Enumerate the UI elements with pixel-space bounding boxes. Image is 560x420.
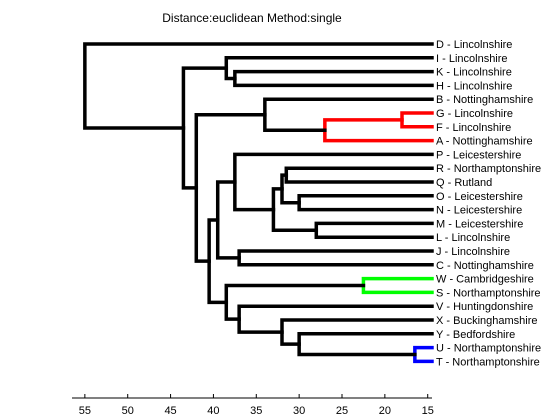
x-tick-label: 50: [122, 405, 134, 417]
leaf-labels: D - Lincolnshire I - Lincolnshire K - Linc…: [436, 39, 541, 368]
leaf-label: B - Nottinghamshire: [436, 94, 533, 106]
leaf-label: J - Lincolnshire: [436, 246, 510, 258]
leaf-label: I - Lincolnshire: [436, 53, 508, 65]
x-tick-label: 20: [379, 405, 391, 417]
dendrogram-link-m8: [284, 166, 434, 184]
leaf-label: H - Lincolnshire: [436, 80, 512, 92]
dendrogram-link-m22: [181, 66, 229, 190]
dendrogram-link-m23: [83, 42, 434, 130]
leaf-label: P - Leicestershire: [436, 149, 521, 161]
leaf-label: V - Huntingdonshire: [436, 301, 533, 313]
leaf-label: A - Nottinghamshire: [436, 136, 533, 148]
leaf-label: X - Buckinghamshire: [436, 315, 538, 327]
x-tick-label: 55: [79, 405, 91, 417]
dendrogram-link-m7: [297, 332, 434, 357]
dendrogram-link-m3: [361, 276, 434, 295]
leaf-label: K - Lincolnshire: [436, 67, 512, 79]
dendrogram-links: [83, 42, 434, 364]
x-axis: 55 50 45 40 35 30 25 20 15: [72, 394, 434, 417]
leaf-label: F - Lincolnshire: [436, 122, 511, 134]
leaf-label: Y - Bedfordshire: [436, 329, 515, 341]
x-tick-label: 35: [250, 405, 262, 417]
leaf-label: N - Leicestershire: [436, 205, 522, 217]
leaf-label: D - Lincolnshire: [436, 39, 512, 51]
dendrogram-link-m1: [413, 345, 434, 364]
x-tick-label: 25: [336, 405, 348, 417]
leaf-label: G - Lincolnshire: [436, 108, 513, 120]
leaf-label: T - Northamptonshire: [436, 356, 540, 368]
dendrogram-link-m4: [323, 118, 434, 143]
dendrogram-link-m6: [297, 194, 434, 212]
leaf-label: M - Leicestershire: [436, 218, 523, 230]
leaf-label: L - Lincolnshire: [436, 232, 510, 244]
dendrogram-link-m16: [233, 69, 434, 88]
leaf-label: C - Nottinghamshire: [436, 260, 534, 272]
x-tick-label: 45: [164, 405, 176, 417]
leaf-label: O - Leicestershire: [436, 191, 523, 203]
x-tick-label: 40: [207, 405, 219, 417]
x-tick-label: 30: [293, 405, 305, 417]
leaf-label: Q - Rutland: [436, 177, 492, 189]
dendrogram-link-m18: [224, 283, 366, 321]
dendrogram-link-m17: [224, 56, 434, 81]
leaf-label: R - Northamptonshire: [436, 163, 541, 175]
leaf-label: S - Northamptonshire: [436, 287, 541, 299]
x-tick-label: 15: [422, 405, 434, 417]
dendrogram-link-m21: [194, 112, 267, 263]
leaf-label: W - Cambridgeshire: [436, 274, 534, 286]
chart-title: Distance:euclidean Method:single: [162, 11, 342, 25]
dendrogram-link-m5: [314, 221, 434, 239]
leaf-label: U - Northamptonshire: [436, 343, 541, 355]
dendrogram-link-m13: [237, 249, 434, 267]
dendrogram-link-m2: [400, 111, 434, 129]
